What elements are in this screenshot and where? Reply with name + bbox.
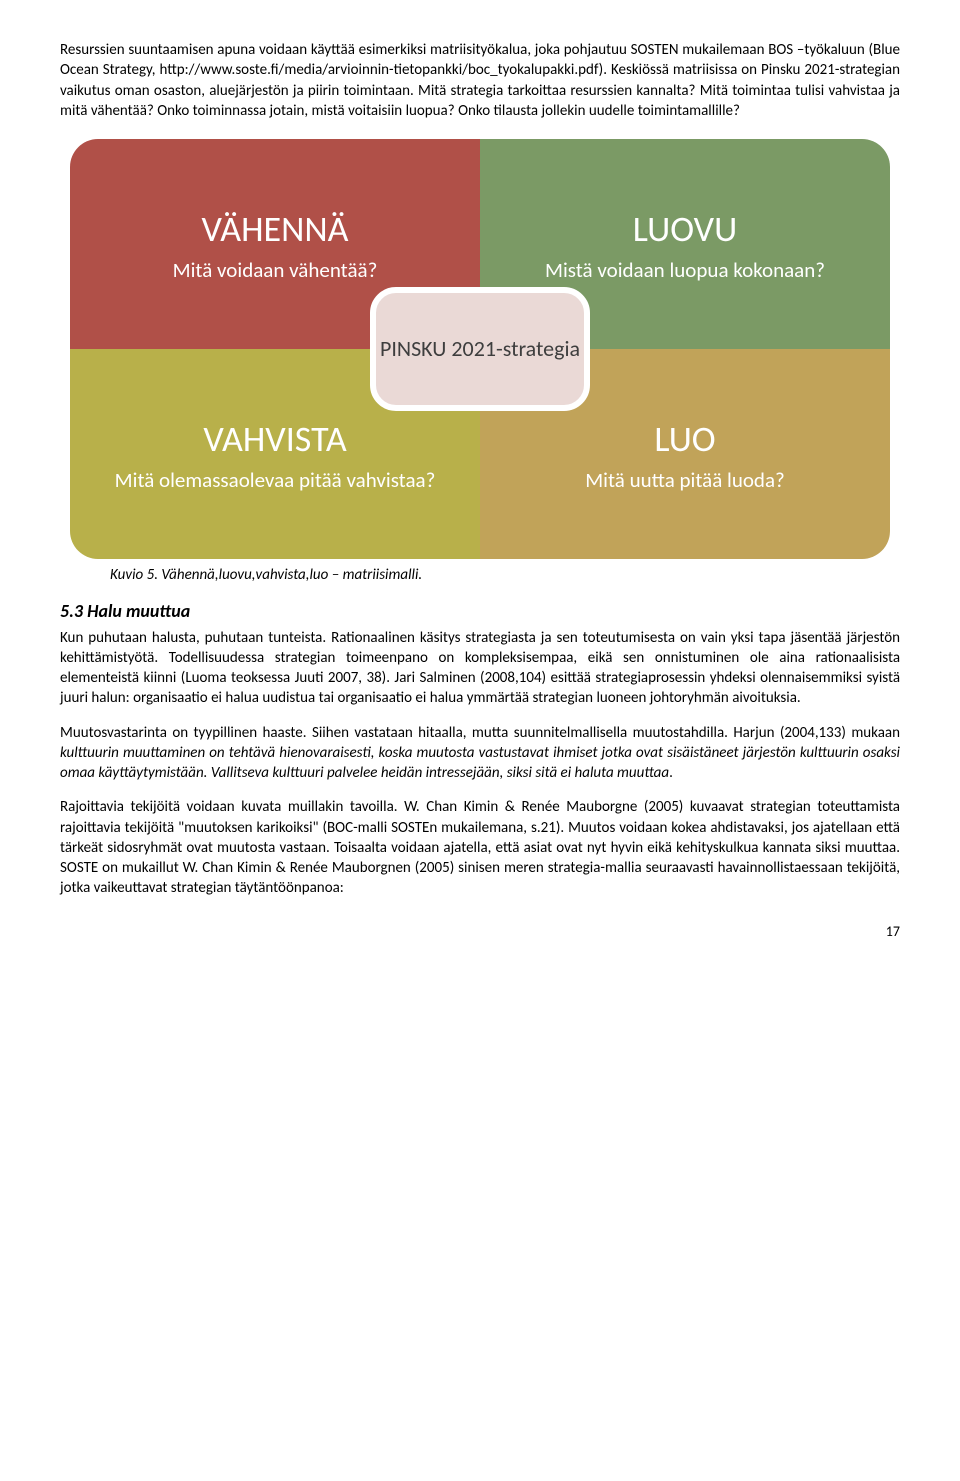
intro-paragraph: Resurssien suuntaamisen apuna voidaan kä… — [60, 40, 900, 121]
page-number: 17 — [60, 923, 900, 942]
quadrant-subtitle: Mitä voidaan vähentää? — [153, 257, 398, 283]
quadrant-subtitle: Mistä voidaan luopua kokonaan? — [525, 257, 845, 283]
matrix-center: PINSKU 2021-strategia — [370, 287, 590, 411]
strategy-matrix: VÄHENNÄ Mitä voidaan vähentää? LUOVU Mis… — [70, 139, 890, 559]
section-heading: 5.3 Halu muuttua — [60, 599, 900, 623]
body-paragraph-3: Rajoittavia tekijöitä voidaan kuvata mui… — [60, 797, 900, 898]
quadrant-title: LUOVU — [633, 205, 737, 254]
quadrant-title: VAHVISTA — [203, 415, 346, 464]
p2-tail: . — [669, 764, 673, 782]
matrix-center-text: PINSKU 2021-strategia — [380, 336, 580, 362]
quadrant-subtitle: Mitä uutta pitää luoda? — [565, 467, 805, 493]
p2-italic: kulttuurin muuttaminen on tehtävä hienov… — [60, 744, 900, 782]
p2-lead: Muutosvastarinta on tyypillinen haaste. … — [60, 724, 900, 742]
body-paragraph-1: Kun puhutaan halusta, puhutaan tunteista… — [60, 628, 900, 709]
quadrant-title: VÄHENNÄ — [202, 205, 349, 254]
figure-caption: Kuvio 5. Vähennä,luovu,vahvista,luo – ma… — [110, 565, 900, 585]
quadrant-title: LUO — [654, 415, 715, 464]
body-paragraph-2: Muutosvastarinta on tyypillinen haaste. … — [60, 723, 900, 784]
quadrant-subtitle: Mitä olemassaolevaa pitää vahvistaa? — [95, 467, 456, 493]
